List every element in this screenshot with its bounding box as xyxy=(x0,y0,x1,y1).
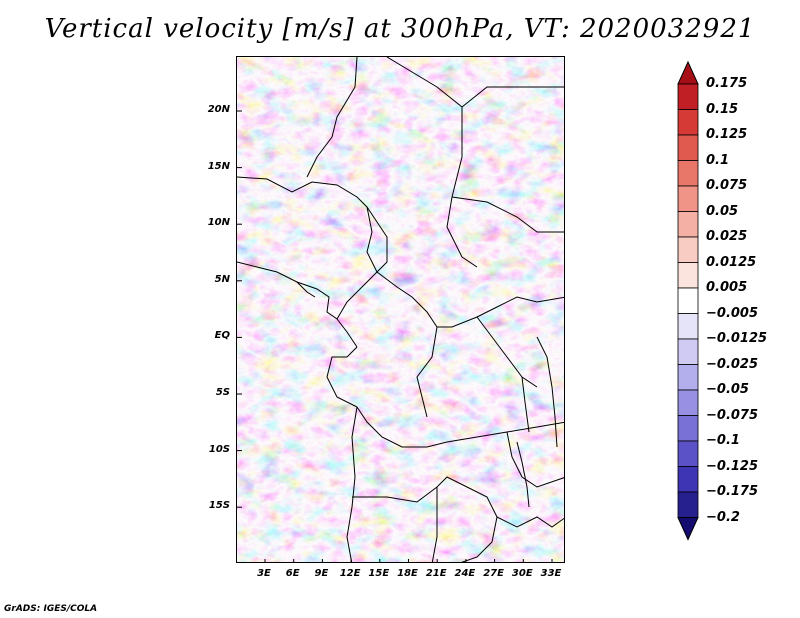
colorbar-label: 0.075 xyxy=(706,178,748,193)
colorbar-label: 0.15 xyxy=(706,101,739,117)
colorbar-label: −0.005 xyxy=(706,305,759,321)
colorbar-segment xyxy=(677,491,699,518)
lon-label: 15E xyxy=(368,568,390,579)
colorbar-label: −0.175 xyxy=(706,484,759,499)
colorbar-segment xyxy=(677,415,699,442)
lat-label: 10N xyxy=(207,217,230,229)
colorbar-segment xyxy=(677,440,699,467)
lon-label: 18E xyxy=(397,568,418,579)
lon-label: 9E xyxy=(314,568,329,579)
lon-ticks xyxy=(264,559,553,562)
lat-label: 5S xyxy=(215,387,230,398)
lat-label: 20N xyxy=(207,104,230,115)
lon-label: 24E xyxy=(454,568,476,579)
colorbar-segment xyxy=(677,185,699,212)
colorbar-label: −0.2 xyxy=(706,509,740,525)
lat-ticks xyxy=(237,110,242,508)
colorbar-segment xyxy=(677,134,699,161)
colorbar-top-arrow xyxy=(677,60,699,85)
colorbar-segment xyxy=(677,364,699,391)
colorbar-label: 0.175 xyxy=(706,76,748,91)
chart-title: Vertical velocity [m/s] at 300hPa, VT: 2… xyxy=(44,14,756,44)
colorbar-label: −0.1 xyxy=(706,433,740,448)
colorbar-segment xyxy=(677,338,699,365)
colorbar-segment xyxy=(677,389,699,416)
colorbar-segment xyxy=(677,109,699,136)
colorbar-label: 0.05 xyxy=(706,203,739,219)
colorbar-label: 0.1 xyxy=(706,152,730,168)
colorbar-label: −0.0125 xyxy=(706,331,768,346)
colorbar-label: 0.005 xyxy=(706,280,748,295)
lat-label: 5N xyxy=(214,273,230,285)
lat-label: 15N xyxy=(207,160,230,172)
colorbar-segment xyxy=(677,160,699,187)
colorbar-label: −0.075 xyxy=(706,407,759,423)
lat-label: 15S xyxy=(208,500,230,512)
lon-label: 6E xyxy=(285,568,300,579)
colorbar-segment xyxy=(677,262,699,289)
colorbar-segment xyxy=(677,211,699,238)
lat-label: EQ xyxy=(214,330,230,342)
country-borders xyxy=(237,57,564,562)
lon-label: 3E xyxy=(257,568,271,579)
colorbar-label: −0.125 xyxy=(706,458,759,474)
colorbar-label: −0.05 xyxy=(706,382,749,397)
lon-label: 12E xyxy=(339,568,361,579)
colorbar-label: 0.0125 xyxy=(706,254,757,270)
velocity-field xyxy=(237,57,564,562)
map-panel xyxy=(236,56,565,563)
lon-label: 33E xyxy=(540,568,562,579)
colorbar-segment xyxy=(677,83,699,110)
lat-label: 10S xyxy=(208,443,230,455)
colorbar-segment xyxy=(677,287,699,314)
colorbar-segment xyxy=(677,466,699,493)
colorbar xyxy=(677,60,699,541)
colorbar-bottom-arrow xyxy=(677,517,699,541)
colorbar-label: 0.025 xyxy=(706,229,748,244)
velocity-map xyxy=(237,57,564,562)
colorbar-segment xyxy=(677,313,699,340)
footer-credit: GrADS: IGES/COLA xyxy=(4,604,98,614)
lon-label: 21E xyxy=(425,568,447,579)
lon-label: 30E xyxy=(511,568,533,579)
colorbar-label: 0.125 xyxy=(706,127,748,142)
colorbar-segment xyxy=(677,236,699,263)
lon-label: 27E xyxy=(483,568,504,579)
colorbar-label: −0.025 xyxy=(706,356,759,372)
